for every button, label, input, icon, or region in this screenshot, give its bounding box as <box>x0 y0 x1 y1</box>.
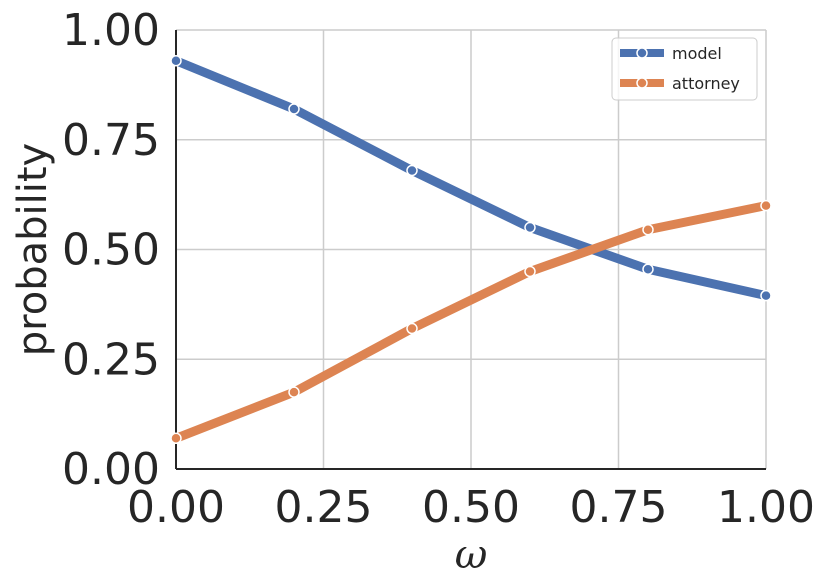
x-tick-label: 0.25 <box>275 482 373 533</box>
data-point-model <box>406 164 418 177</box>
data-point-attorney <box>406 322 418 335</box>
x-tick-label: 0.00 <box>127 482 225 533</box>
y-tick-label: 0.50 <box>62 225 160 276</box>
x-tick-label: 0.50 <box>422 482 520 533</box>
data-point-attorney <box>170 432 182 445</box>
series-layer <box>170 54 772 445</box>
data-point-model <box>170 54 182 67</box>
axes <box>175 30 766 470</box>
legend-label-model: model <box>672 44 722 63</box>
x-axis-label: ω <box>455 532 488 578</box>
x-tick-label: 1.00 <box>717 482 815 533</box>
series-line-attorney <box>174 201 767 443</box>
y-tick-label: 0.75 <box>62 115 160 166</box>
y-axis-label: probability <box>10 143 56 356</box>
data-point-model <box>524 221 536 234</box>
y-tick-label: 1.00 <box>62 5 160 56</box>
legend-marker-attorney <box>636 77 648 89</box>
legend: model attorney <box>611 37 758 101</box>
data-point-attorney <box>760 199 772 212</box>
legend-label-attorney: attorney <box>672 74 740 93</box>
y-tick-label: 0.00 <box>62 444 160 495</box>
x-tick-label: 0.75 <box>570 482 668 533</box>
tick-labels: 0.00 0.25 0.50 0.75 1.00 0.00 0.25 0.50 0.75 1.00 <box>62 5 815 533</box>
legend-marker-model <box>636 47 648 59</box>
data-point-model <box>288 103 300 115</box>
series-line-model <box>174 56 767 300</box>
data-point-model <box>642 263 654 276</box>
data-point-attorney <box>288 386 300 398</box>
data-point-attorney <box>642 223 654 236</box>
data-point-attorney <box>524 265 536 278</box>
data-point-model <box>760 289 772 302</box>
y-tick-label: 0.25 <box>62 334 160 385</box>
